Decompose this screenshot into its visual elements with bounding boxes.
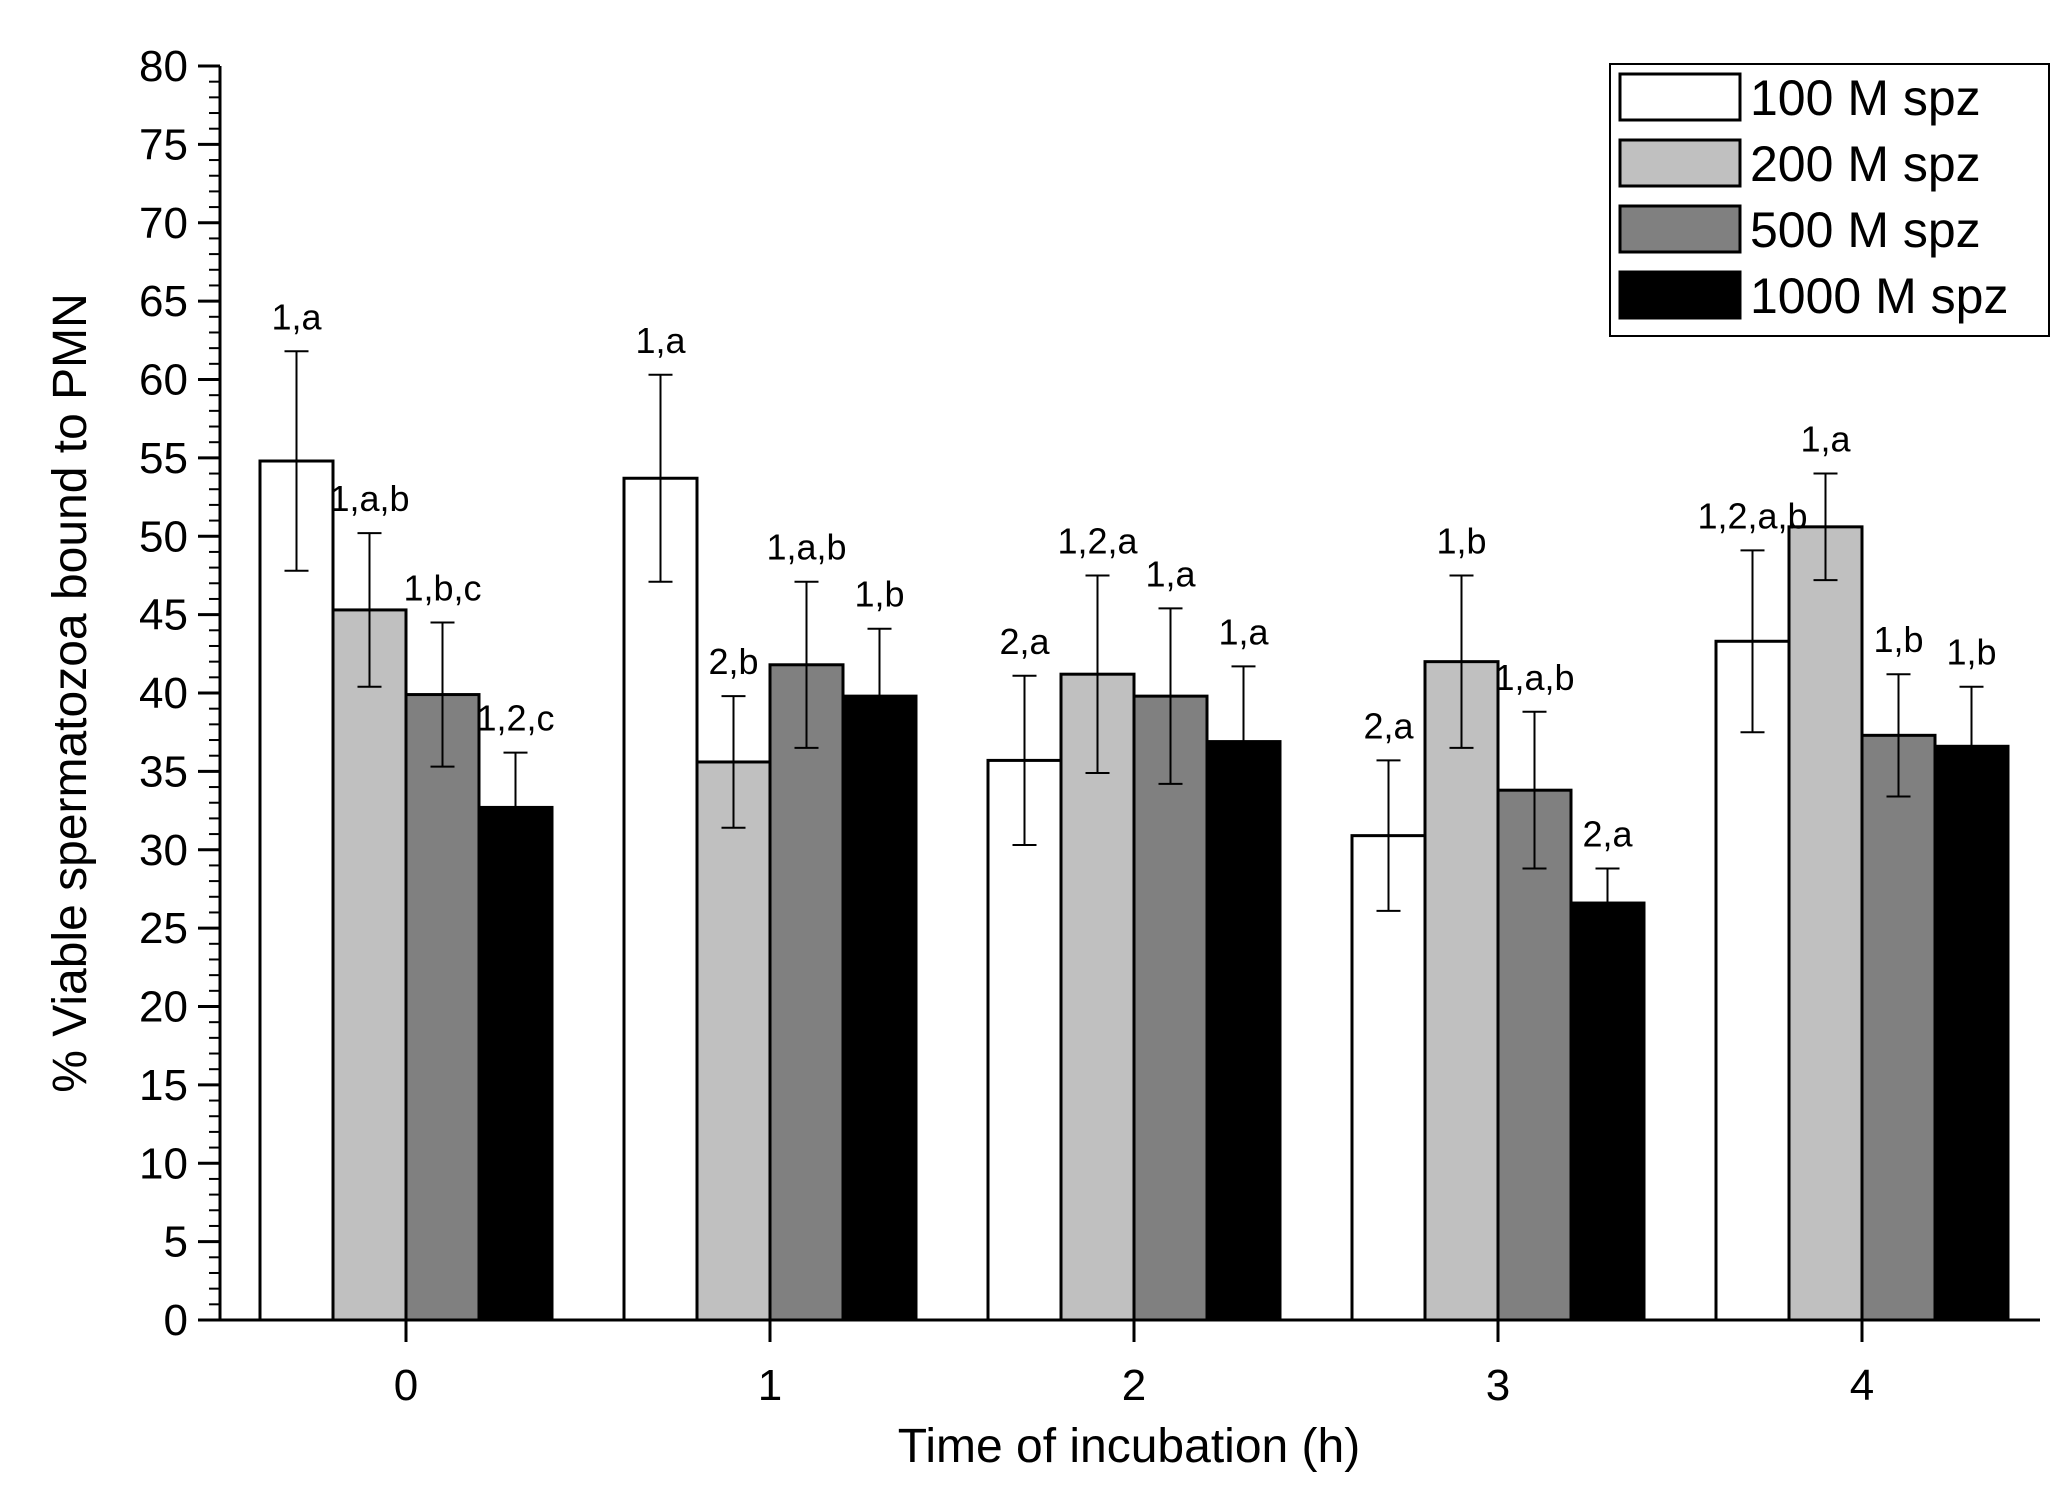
- error-bar: [1085, 574, 1110, 774]
- data-label: 2,b: [708, 641, 758, 682]
- data-label: 1,a: [635, 320, 686, 361]
- data-label: 1,a: [1800, 419, 1851, 460]
- bar: [258, 459, 335, 1322]
- data-label: 1,a,b: [1494, 657, 1574, 698]
- y-tick-label: 25: [139, 904, 188, 953]
- data-label: 1,b: [854, 574, 904, 615]
- error-bar: [1959, 685, 1984, 807]
- error-bar: [1595, 867, 1620, 939]
- bar: [1860, 733, 1937, 1322]
- bar: [404, 693, 481, 1322]
- legend-label: 500 M spz: [1750, 202, 1981, 258]
- x-tick-label: 0: [394, 1361, 418, 1410]
- x-tick-label: 2: [1122, 1361, 1146, 1410]
- y-tick-label: 10: [139, 1139, 188, 1188]
- legend-label: 100 M spz: [1750, 70, 1981, 126]
- bar: [1423, 660, 1500, 1322]
- data-label: 1,a: [1218, 611, 1269, 652]
- y-tick-label: 50: [139, 512, 188, 561]
- error-bar: [1886, 673, 1911, 798]
- error-bar: [1376, 759, 1401, 912]
- x-tick-label: 3: [1486, 1361, 1510, 1410]
- legend-label: 1000 M spz: [1750, 268, 2008, 324]
- y-tick-label: 55: [139, 434, 188, 483]
- error-bar: [1740, 549, 1765, 734]
- x-tick-label: 1: [758, 1361, 782, 1410]
- error-bar: [1012, 674, 1037, 847]
- error-bar: [794, 580, 819, 749]
- y-axis-title: % Viable spermatozoa bound to PMN: [44, 293, 97, 1093]
- bar: [1132, 694, 1209, 1322]
- data-label: 1,2,a: [1057, 520, 1138, 561]
- data-label: 1,b: [1873, 619, 1923, 660]
- y-tick-label: 75: [139, 120, 188, 169]
- error-bar: [721, 695, 746, 829]
- legend-label: 200 M spz: [1750, 136, 1981, 192]
- y-tick-label: 30: [139, 826, 188, 875]
- x-tick-label: 4: [1850, 1361, 1874, 1410]
- y-tick-label: 80: [139, 42, 188, 91]
- y-tick-label: 15: [139, 1061, 188, 1110]
- data-label: 1,a: [1145, 553, 1196, 594]
- bar: [1714, 639, 1791, 1322]
- bar: [768, 663, 845, 1322]
- y-tick-label: 45: [139, 591, 188, 640]
- error-bar: [1449, 574, 1474, 749]
- bar: [1787, 525, 1864, 1322]
- error-bar: [1522, 710, 1547, 870]
- y-tick-label: 65: [139, 277, 188, 326]
- error-bar: [867, 627, 892, 765]
- bar: [1205, 740, 1282, 1322]
- legend-swatch: [1618, 270, 1742, 320]
- y-tick-label: 5: [164, 1218, 188, 1267]
- error-bar: [284, 350, 309, 572]
- legend-swatch: [1618, 204, 1742, 254]
- error-bar: [1158, 607, 1183, 785]
- error-bar: [1813, 472, 1838, 582]
- bar: [841, 694, 918, 1322]
- data-label: 2,a: [1363, 705, 1414, 746]
- data-label: 2,a: [1582, 814, 1633, 855]
- bar: [1933, 744, 2010, 1322]
- y-tick-label: 40: [139, 669, 188, 718]
- bar: [331, 608, 408, 1322]
- error-bar: [648, 373, 673, 583]
- y-tick-label: 70: [139, 199, 188, 248]
- bar: [1496, 788, 1573, 1322]
- bar: [695, 760, 772, 1322]
- data-label: 2,a: [999, 621, 1050, 662]
- y-tick-label: 20: [139, 983, 188, 1032]
- data-label: 1,a,b: [766, 527, 846, 568]
- data-label: 1,2,a,b: [1697, 495, 1807, 536]
- error-bar: [430, 621, 455, 768]
- bar: [622, 476, 699, 1322]
- y-tick-label: 60: [139, 356, 188, 405]
- data-label: 1,b: [1946, 632, 1996, 673]
- y-tick-label: 35: [139, 747, 188, 796]
- data-label: 1,a,b: [329, 478, 409, 519]
- data-label: 1,b: [1436, 520, 1486, 561]
- data-label: 1,2,c: [476, 698, 554, 739]
- error-bar: [357, 532, 382, 688]
- x-axis-title: Time of incubation (h): [898, 1420, 1360, 1473]
- legend: 100 M spz 200 M spz 500 M spz 1000 M spz: [1609, 63, 2050, 337]
- data-label: 1,b,c: [403, 567, 481, 608]
- bar: [1569, 901, 1646, 1322]
- y-tick-label: 0: [164, 1296, 188, 1345]
- legend-swatch: [1618, 138, 1742, 188]
- error-bar: [503, 751, 528, 864]
- bar: [477, 805, 554, 1322]
- data-label: 1,a: [271, 296, 322, 337]
- legend-swatch: [1618, 72, 1742, 122]
- error-bar: [1231, 665, 1256, 818]
